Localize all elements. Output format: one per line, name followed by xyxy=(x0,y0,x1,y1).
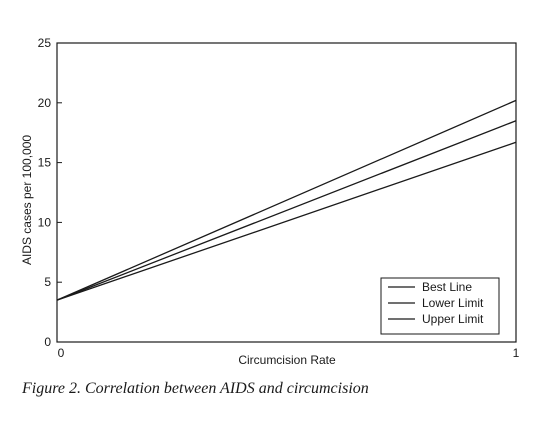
legend-label: Upper Limit xyxy=(422,312,484,326)
y-axis-title: AIDS cases per 100,000 xyxy=(20,135,34,265)
plot-frame xyxy=(56,42,517,343)
y-tick-label: 20 xyxy=(38,96,52,110)
x-tick-label: 0 xyxy=(58,346,65,360)
y-tick-label: 10 xyxy=(38,215,52,229)
series-line-lower-limit xyxy=(56,141,517,301)
y-tick-label: 0 xyxy=(44,335,51,349)
y-axis-ticks: 0 5 10 15 20 25 xyxy=(38,36,62,349)
series-lines xyxy=(56,99,517,301)
legend-label: Lower Limit xyxy=(422,296,484,310)
figure-caption: Figure 2. Correlation between AIDS and c… xyxy=(22,380,369,397)
y-tick-label: 25 xyxy=(38,36,52,50)
series-line-upper-limit xyxy=(56,99,517,301)
y-tick-label: 5 xyxy=(44,275,51,289)
legend: Best Line Lower Limit Upper Limit xyxy=(380,277,500,335)
x-axis-title: Circumcision Rate xyxy=(238,353,336,367)
y-tick-label: 15 xyxy=(38,156,52,170)
legend-label: Best Line xyxy=(422,280,472,294)
x-tick-label: 1 xyxy=(513,346,520,360)
series-line-best-line xyxy=(56,120,517,301)
